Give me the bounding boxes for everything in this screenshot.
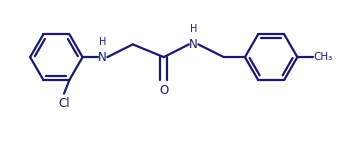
Text: O: O: [159, 84, 168, 97]
Text: N: N: [98, 51, 107, 64]
Text: H: H: [190, 24, 197, 34]
Text: H: H: [99, 37, 106, 47]
Text: Cl: Cl: [58, 97, 70, 110]
Text: N: N: [189, 38, 198, 51]
Text: CH₃: CH₃: [314, 52, 333, 62]
